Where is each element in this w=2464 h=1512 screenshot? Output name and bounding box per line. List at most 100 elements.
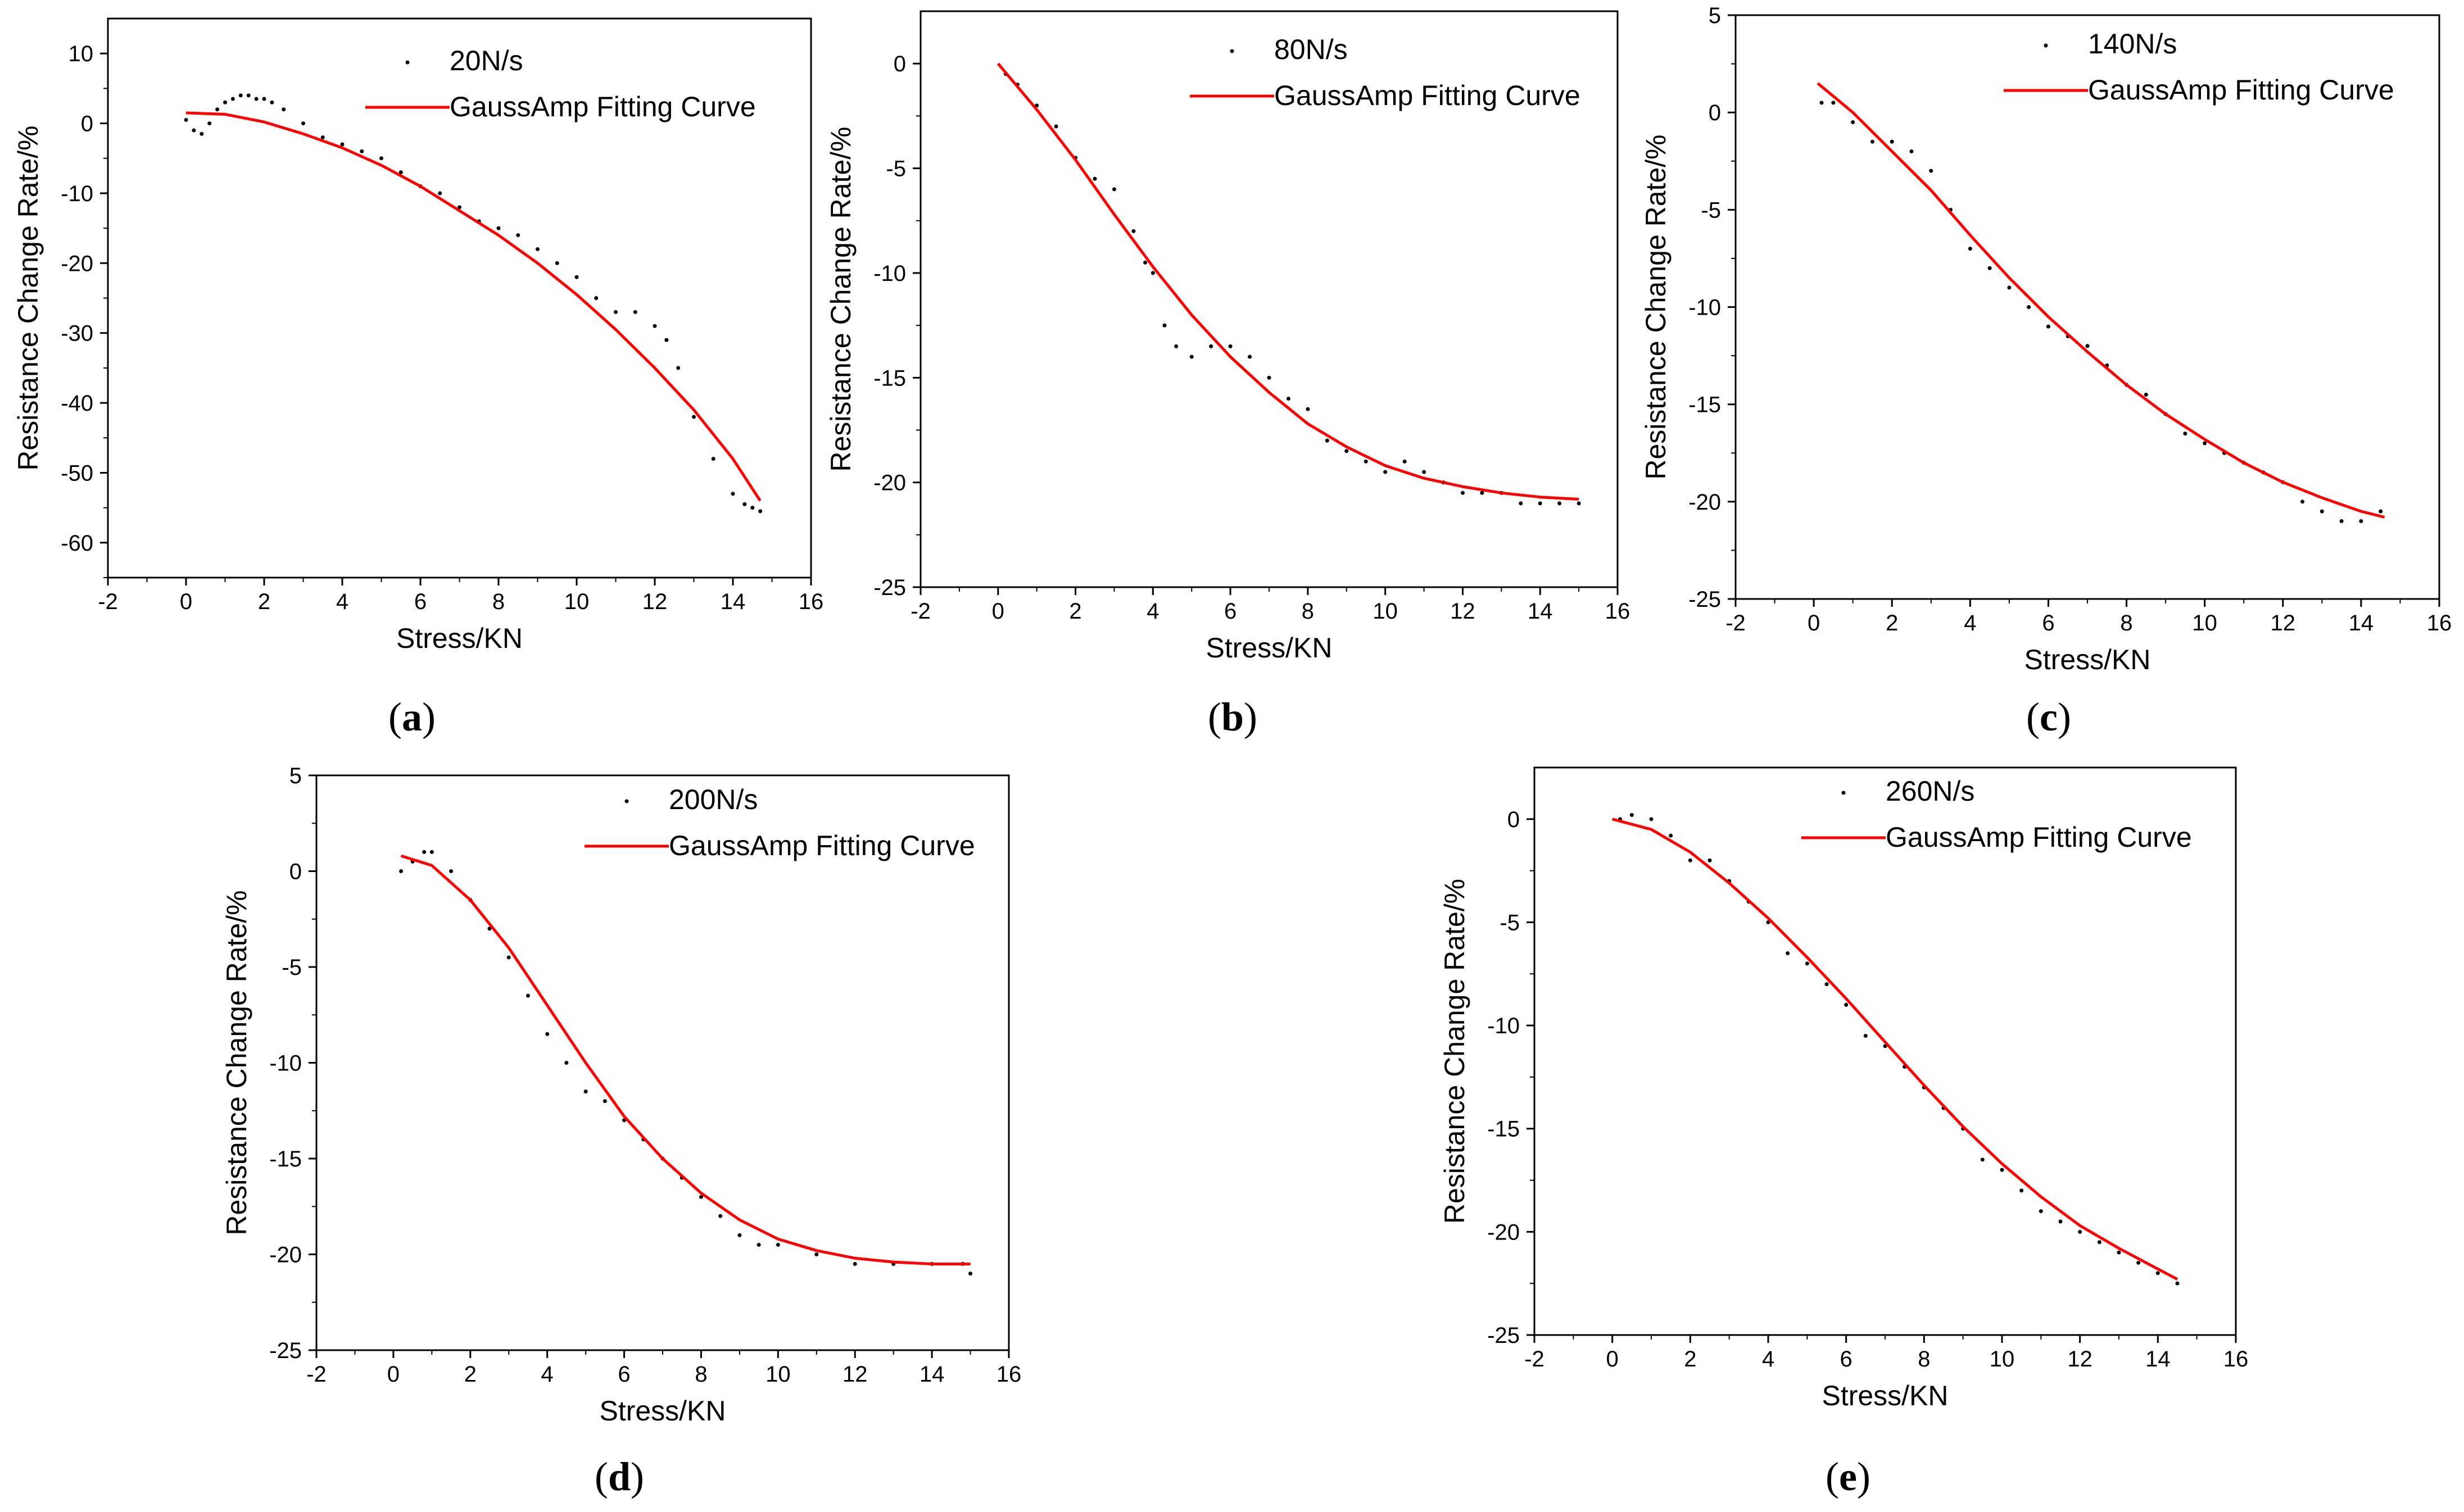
data-point-b [1364, 459, 1368, 464]
data-point-a [262, 97, 266, 101]
data-point-c [2300, 500, 2305, 504]
data-point-e [1766, 920, 1770, 924]
y-tick-label-d: 5 [289, 764, 302, 788]
y-tick-label-e: -25 [1487, 1323, 1520, 1348]
data-point-b [1480, 491, 1484, 495]
x-tick-label-b: 8 [1302, 599, 1314, 624]
x-tick-label-e: 12 [2067, 1347, 2092, 1372]
x-tick-label-a: 2 [258, 589, 270, 614]
y-tick-label-e: 0 [1507, 807, 1520, 832]
x-axis-title-a: Stress/KN [396, 623, 523, 654]
data-point-c [1831, 101, 1836, 105]
data-point-c [2339, 519, 2344, 523]
data-point-d [583, 1089, 588, 1094]
data-point-b [1519, 501, 1523, 506]
data-point-c [1890, 139, 1894, 144]
data-point-b [1054, 124, 1058, 129]
data-point-c [2027, 305, 2031, 309]
y-axis-title-e: Resistance Change Rate/% [1439, 879, 1470, 1224]
y-tick-label-b: -5 [886, 157, 906, 181]
y-tick-label-a: -40 [61, 391, 93, 416]
y-axis-title-a: Resistance Change Rate/% [12, 125, 44, 470]
x-tick-label-e: 14 [2145, 1347, 2171, 1372]
x-tick-label-e: 10 [1990, 1347, 2015, 1372]
data-layer-c [1817, 82, 2385, 523]
data-point-b [1131, 229, 1136, 233]
x-tick-label-e: 4 [1762, 1347, 1774, 1372]
x-tick-label-b: 14 [1528, 599, 1553, 624]
x-axis-title-b: Stress/KN [1206, 632, 1332, 664]
fit-curve-a [185, 111, 762, 502]
panel-label-b: (b) [1208, 694, 1257, 739]
data-point-a [555, 261, 559, 265]
data-point-d [506, 955, 511, 960]
data-point-e [2039, 1209, 2043, 1214]
x-tick-label-c: 4 [1964, 611, 1976, 635]
x-tick-label-b: 2 [1069, 599, 1081, 624]
x-tick-label-a: 6 [414, 589, 427, 614]
x-tick-label-c: 12 [2271, 611, 2296, 635]
data-point-c [1968, 247, 1972, 251]
chart-d: -2 0 2 4 6 8 10 12 14 1650-5-10-15-20-25Stress/KN… [221, 764, 1021, 1427]
data-point-d [526, 993, 530, 998]
data-point-a [379, 156, 383, 161]
data-point-a [614, 310, 618, 314]
x-tick-label-c: 10 [2192, 611, 2217, 635]
data-point-b [1325, 438, 1329, 443]
data-point-b [1209, 344, 1213, 348]
data-point-b [1267, 375, 1271, 380]
x-tick-label-a: 0 [180, 589, 192, 614]
y-tick-label-b: 0 [894, 52, 906, 76]
data-point-a [207, 121, 212, 126]
data-point-d [699, 1195, 703, 1199]
data-point-d [545, 1032, 550, 1036]
data-point-a [653, 324, 657, 328]
data-point-d [776, 1242, 780, 1247]
x-tick-label-c: 8 [2120, 611, 2132, 635]
y-tick-label-d: -15 [269, 1147, 302, 1172]
x-tick-label-e: 16 [2223, 1347, 2249, 1372]
data-point-a [230, 97, 235, 101]
y-tick-label-c: -20 [1688, 490, 1721, 515]
data-point-d [853, 1262, 857, 1266]
data-point-a [758, 509, 763, 514]
legend-label-fit-b: GaussAmp Fitting Curve [1274, 80, 1580, 111]
x-tick-label-c: 6 [2042, 611, 2054, 635]
x-tick-label-d: 14 [920, 1362, 945, 1387]
y-tick-label-a: -50 [61, 461, 93, 485]
data-point-b [1422, 470, 1426, 474]
data-point-a [360, 149, 364, 153]
data-point-b [1460, 491, 1465, 495]
data-point-b [1151, 271, 1155, 275]
y-tick-label-a: 10 [69, 42, 94, 66]
chart-c: -2 0 2 4 6 8 10 12 14 1650-5-10-15-20-25Stress/KN… [1640, 3, 2452, 675]
data-point-c [2379, 509, 2383, 514]
data-point-e [2155, 1271, 2160, 1275]
data-point-a [223, 100, 227, 105]
data-point-e [2117, 1250, 2121, 1255]
x-tick-label-c: 16 [2427, 611, 2452, 635]
x-tick-label-b: 12 [1450, 599, 1475, 624]
data-point-e [2058, 1219, 2063, 1224]
y-tick-label-c: -10 [1688, 296, 1721, 320]
x-axis-title-d: Stress/KN [599, 1395, 726, 1427]
data-point-a [574, 275, 579, 279]
data-point-a [458, 205, 461, 210]
data-point-e [1980, 1157, 1985, 1162]
data-point-a [270, 100, 274, 105]
data-point-b [1577, 501, 1581, 506]
x-tick-label-b: -2 [911, 599, 931, 624]
data-point-d [814, 1252, 819, 1256]
data-point-a [301, 121, 305, 126]
data-point-a [254, 97, 259, 101]
y-tick-label-d: 0 [289, 860, 302, 884]
data-point-e [1805, 961, 1809, 966]
data-point-e [1688, 858, 1692, 862]
data-point-b [1557, 501, 1562, 506]
data-point-a [340, 142, 345, 147]
legend-label-points-b: 80N/s [1274, 34, 1348, 65]
data-point-c [1819, 101, 1824, 105]
fit-curve-b [997, 62, 1579, 501]
data-point-e [1786, 951, 1790, 956]
data-point-b [1344, 449, 1349, 453]
